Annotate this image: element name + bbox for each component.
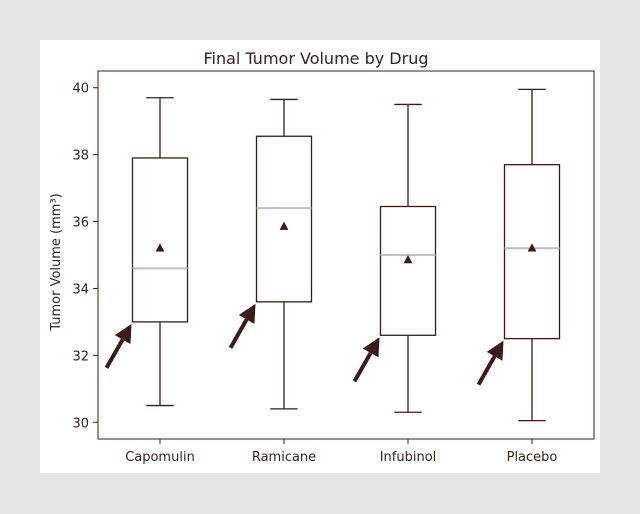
arrow-head [486,340,504,361]
y-tick-label: 30 [72,416,89,431]
mean-marker [403,254,413,264]
arrow-shaft [352,351,373,383]
arrow-annotation [104,323,132,369]
box-ramicane [255,98,313,410]
box-capomulin [131,97,189,407]
arrow-shaft [228,318,249,349]
arrow-annotation [352,337,380,383]
arrow-annotations [104,303,504,386]
y-tick-label: 38 [72,149,89,164]
box-placebo [503,88,561,422]
x-tick-label: Ramicane [252,450,316,465]
arrow-annotation [228,303,256,349]
arrow-head [362,337,380,358]
x-axis-ticks: Capomulin Ramicane Infubinol Placebo [125,439,557,465]
mean-marker [527,243,537,252]
arrow-shaft [104,338,125,369]
plot-area [97,70,595,440]
y-axis-ticks: 30 32 34 36 38 40 [72,82,98,431]
mean-marker [279,221,289,230]
x-tick-label: Infubinol [380,450,437,465]
x-tick-label: Capomulin [125,450,195,465]
chart-title: Final Tumor Volume by Drug [204,49,429,68]
y-axis-label: Tumor Volume (mm³) [49,193,64,331]
box-infubinol [379,103,437,413]
iqr-box [379,205,437,336]
arrow-annotation [476,340,504,386]
boxes-layer [131,88,561,422]
x-tick-label: Placebo [507,450,558,465]
mean-marker [155,243,165,252]
y-tick-label: 34 [72,282,89,297]
iqr-box [503,164,561,340]
y-tick-label: 36 [72,216,89,231]
iqr-box [255,135,313,303]
arrow-shaft [476,355,497,386]
y-tick-label: 32 [72,349,89,364]
y-tick-label: 40 [72,82,89,97]
arrow-head [238,303,256,324]
box-plot-chart: Final Tumor Volume by Drug Tumor Volume … [49,49,595,465]
iqr-box [131,157,189,323]
chart-card: Final Tumor Volume by Drug Tumor Volume … [40,40,600,473]
arrow-head [114,323,132,345]
